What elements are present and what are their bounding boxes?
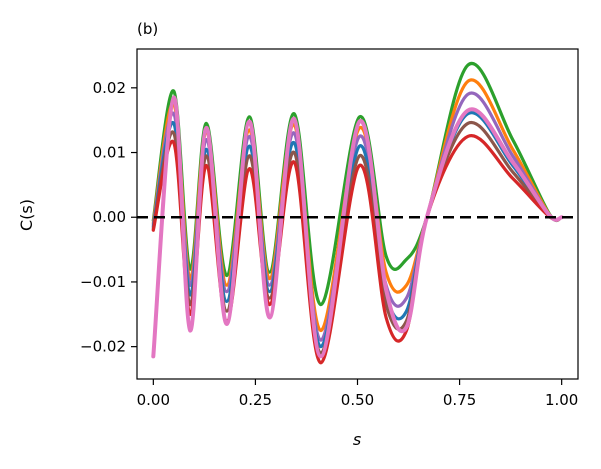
y-axis-label: C(s)	[17, 199, 36, 231]
plot-area	[136, 48, 579, 380]
series-line-7	[151, 95, 564, 359]
y-tick-label: −0.02	[80, 338, 126, 356]
y-tick-label: 0.02	[93, 79, 126, 97]
y-tick-label: −0.01	[80, 273, 126, 291]
x-tick-label: 1.00	[545, 391, 578, 409]
x-tick-label: 0.75	[443, 391, 476, 409]
y-tick-label: 0.01	[93, 144, 126, 162]
x-tick-label: 0.50	[341, 391, 374, 409]
panel-label: (b)	[137, 20, 158, 38]
x-axis-label: s	[353, 430, 361, 449]
y-tick-label: 0.00	[93, 208, 126, 226]
x-tick-label: 0.00	[137, 391, 170, 409]
axes-frame	[136, 48, 579, 380]
x-tick-label: 0.25	[239, 391, 272, 409]
series-layer	[151, 61, 564, 365]
y-axis-ticks: −0.02 −0.01 0.00 0.01 0.02	[80, 79, 137, 356]
x-axis-ticks: 0.00 0.25 0.50 0.75 1.00	[137, 379, 578, 409]
